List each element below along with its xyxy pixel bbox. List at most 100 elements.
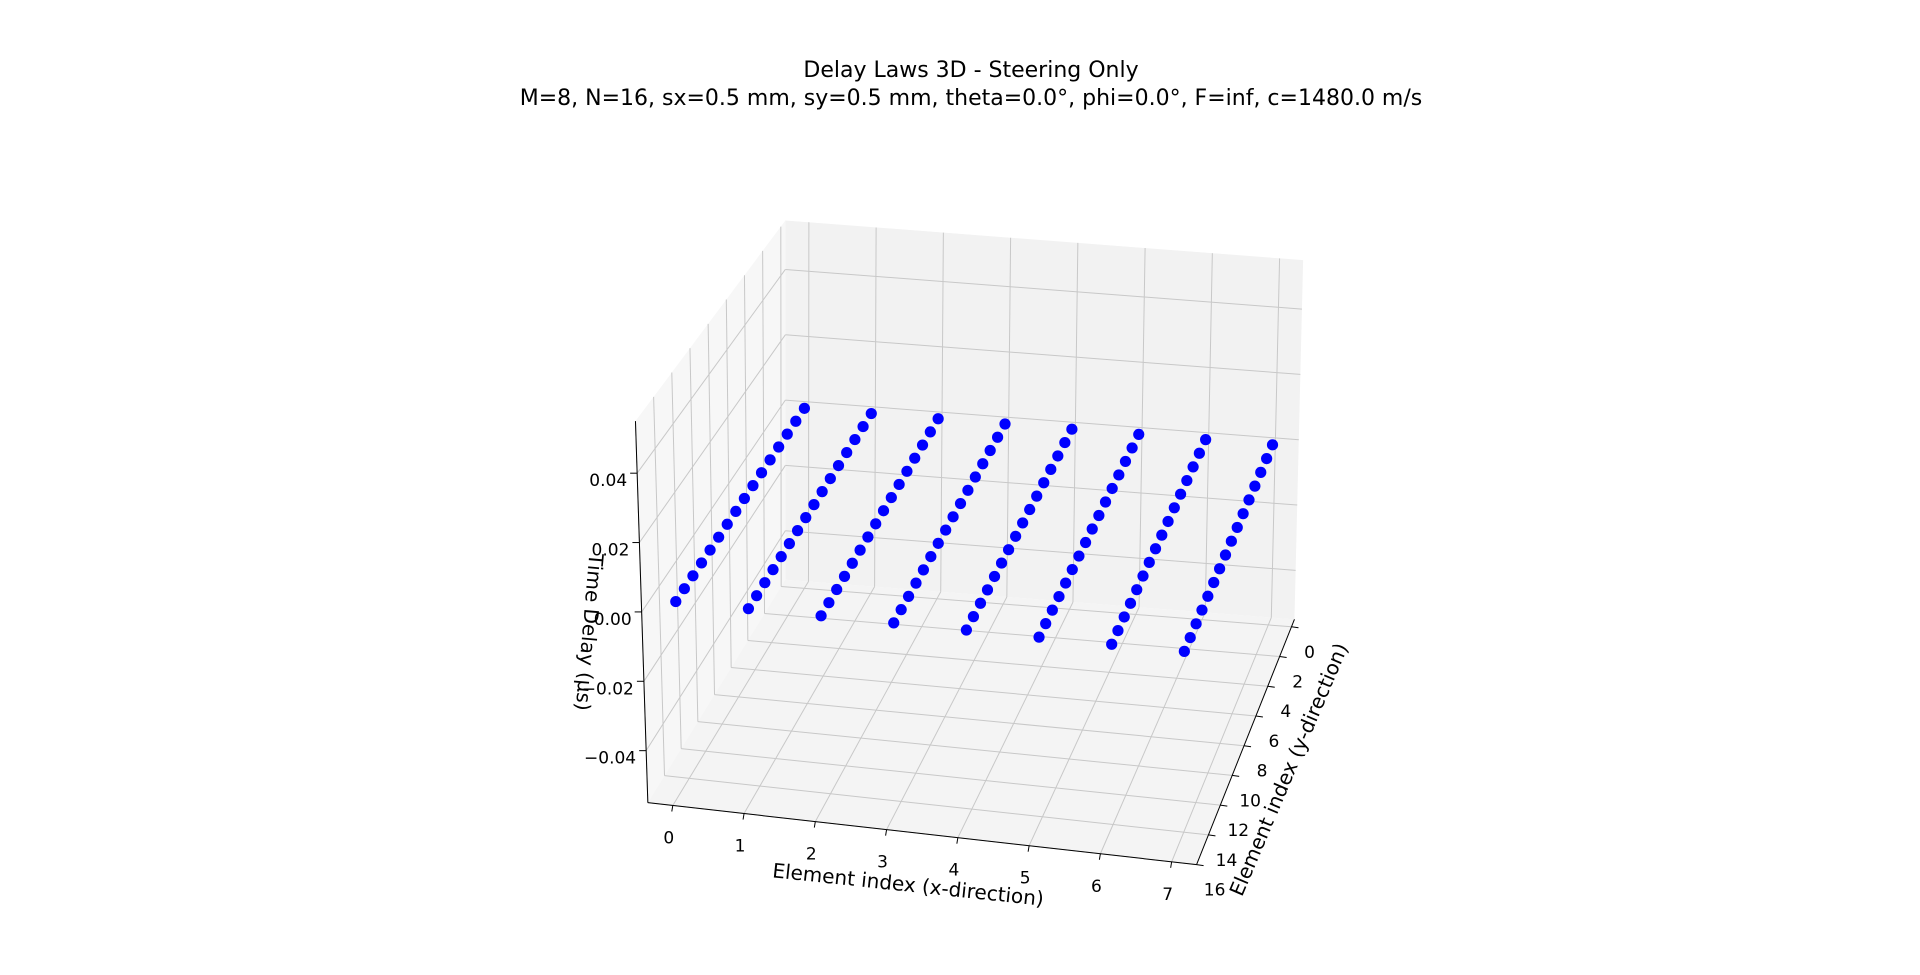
point — [764, 454, 776, 466]
x-tick-label: 2 — [806, 845, 817, 865]
point — [1184, 631, 1196, 644]
point — [1249, 480, 1261, 492]
point — [823, 597, 835, 609]
point — [1119, 455, 1132, 468]
point — [1149, 543, 1162, 555]
point — [781, 428, 793, 440]
z-tick-label: 0.02 — [592, 541, 630, 561]
tick-mark — [1220, 804, 1228, 807]
point — [1193, 447, 1205, 459]
grid-line — [714, 694, 1245, 747]
point — [721, 518, 733, 530]
chart-title: Delay Laws 3D - Steering Only — [803, 58, 1138, 83]
point — [832, 459, 845, 472]
tick-mark — [813, 821, 816, 828]
point — [1190, 618, 1202, 630]
point — [755, 467, 768, 479]
point — [925, 551, 937, 563]
point — [831, 583, 843, 596]
point — [773, 441, 785, 453]
grid-line — [681, 748, 1221, 806]
point — [967, 611, 980, 623]
point — [704, 544, 716, 556]
point — [1143, 556, 1155, 568]
point — [854, 544, 866, 556]
point — [1168, 502, 1180, 514]
point — [1053, 590, 1065, 603]
y-axis-line — [1196, 619, 1295, 865]
grid-line — [1171, 617, 1272, 862]
point — [816, 486, 828, 498]
point — [1046, 604, 1058, 616]
point — [1086, 523, 1098, 535]
grid-line — [814, 591, 942, 822]
point — [1106, 638, 1118, 650]
z-tick-label: −0.04 — [584, 749, 636, 769]
point — [1113, 469, 1125, 481]
x-axis-label: Element index (x-direction) — [771, 858, 1045, 910]
grid-line — [886, 596, 1008, 830]
point — [849, 433, 861, 446]
tick-mark — [1098, 853, 1101, 860]
point — [988, 570, 1001, 583]
point — [932, 413, 944, 425]
point — [991, 431, 1004, 443]
grid-line — [643, 465, 786, 682]
point — [1196, 604, 1208, 616]
x-tick-label: 4 — [948, 861, 959, 881]
point — [1052, 450, 1064, 462]
tick-mark — [1267, 685, 1275, 688]
point — [902, 590, 915, 602]
point — [791, 525, 804, 537]
point — [1126, 442, 1138, 454]
point — [916, 439, 929, 451]
point — [1219, 549, 1232, 561]
z-tick-label: 0.04 — [589, 471, 627, 491]
point — [738, 492, 750, 505]
point — [1066, 423, 1078, 435]
point — [1174, 488, 1187, 500]
point — [798, 402, 810, 414]
point — [678, 583, 690, 595]
point — [1202, 590, 1214, 602]
point — [895, 604, 907, 616]
point — [824, 473, 836, 485]
y-tick-label: 10 — [1239, 791, 1261, 811]
point — [1255, 466, 1267, 478]
point — [995, 557, 1008, 569]
point — [1243, 494, 1255, 506]
grid-line — [672, 581, 809, 806]
grid-line — [641, 399, 786, 613]
tick-mark — [1243, 745, 1252, 748]
x-axis-line — [647, 802, 1197, 866]
point — [910, 577, 922, 589]
point — [1156, 529, 1168, 541]
point — [1024, 503, 1036, 516]
point — [1133, 428, 1145, 441]
point — [885, 491, 897, 504]
x-tick-label: 7 — [1162, 885, 1173, 905]
point — [1208, 576, 1220, 589]
point — [1124, 597, 1137, 609]
point — [984, 444, 996, 457]
grid-line — [957, 601, 1074, 838]
point — [1162, 515, 1174, 528]
point — [742, 603, 755, 615]
point — [1261, 452, 1273, 465]
point — [1079, 536, 1092, 549]
point — [846, 557, 858, 569]
grid-line — [1028, 607, 1140, 846]
z-axis-line — [634, 421, 649, 803]
point — [917, 564, 930, 576]
point — [960, 624, 972, 636]
point — [969, 471, 981, 483]
point — [751, 590, 763, 602]
tick-mark — [671, 805, 674, 812]
grid-line — [645, 530, 786, 751]
point — [815, 610, 827, 622]
y-tick-label: 4 — [1280, 702, 1291, 722]
tick-mark — [1027, 845, 1030, 852]
y-tick-label: 8 — [1257, 762, 1268, 782]
y-tick-label: 12 — [1227, 821, 1249, 841]
